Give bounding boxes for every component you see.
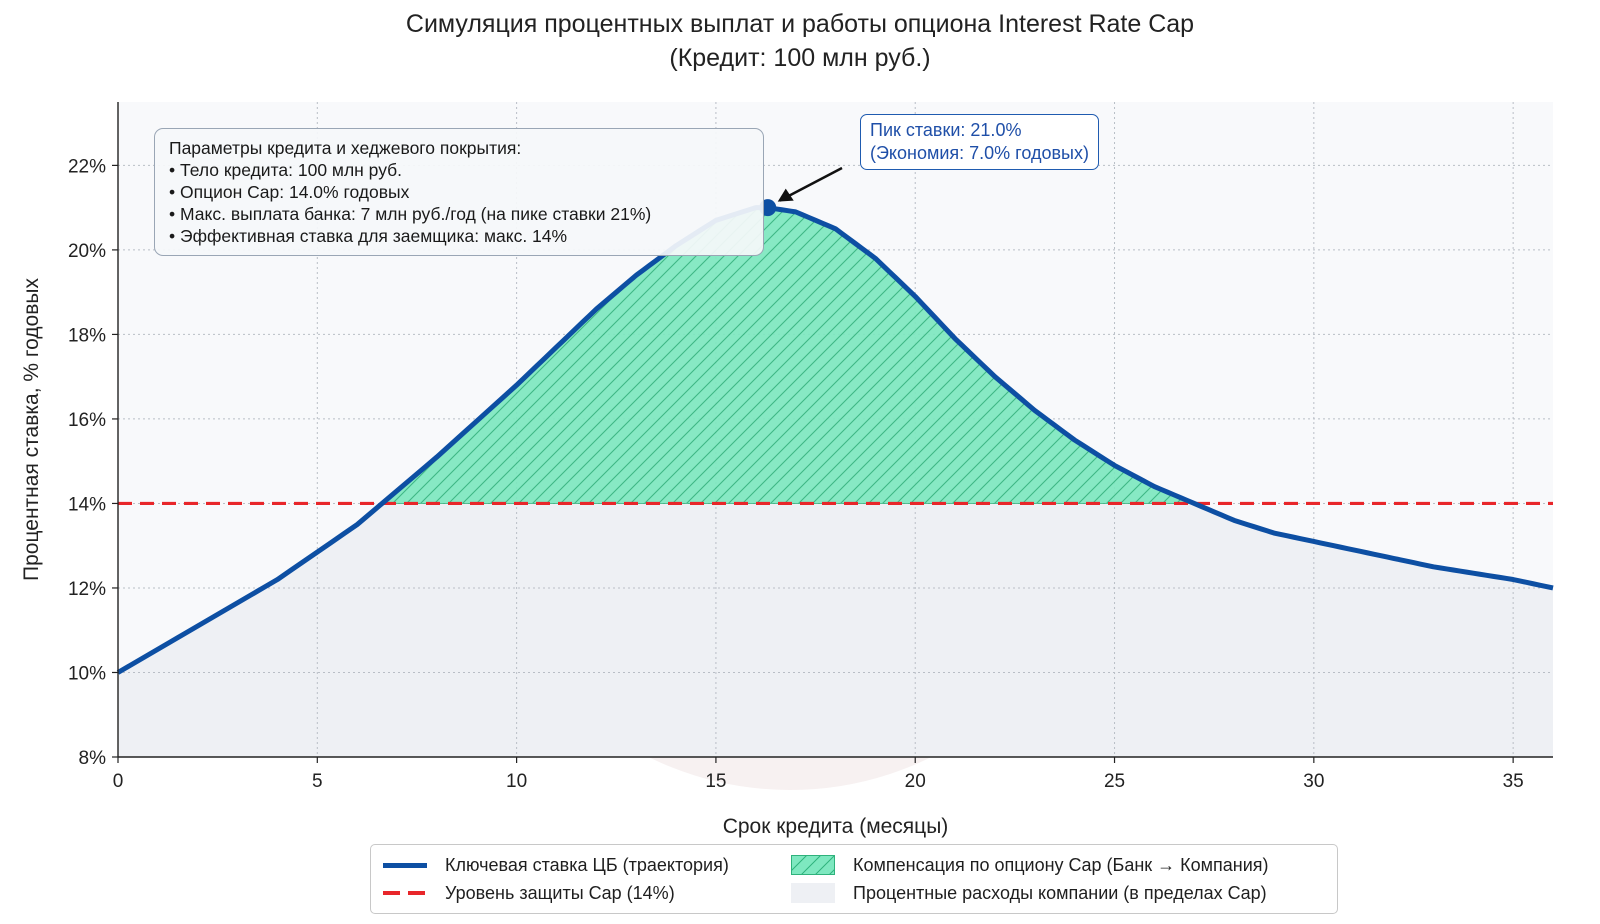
legend-item-compensation: Компенсация по опциону Cap (Банк → Компа… bbox=[790, 851, 1269, 879]
y-tick-label: 8% bbox=[79, 748, 107, 769]
peak-arrow-head bbox=[777, 188, 794, 202]
legend: Ключевая ставка ЦБ (траектория) Уровень … bbox=[370, 844, 1338, 914]
legend-swatch-cap-line bbox=[383, 883, 427, 903]
chart-title: Симуляция процентных выплат и работы опц… bbox=[405, 10, 1195, 38]
x-tick-label: 5 bbox=[312, 771, 323, 792]
y-tick-label: 18% bbox=[68, 325, 106, 346]
legend-swatch-rate-line bbox=[383, 855, 427, 875]
y-axis-label: Процентная ставка, % годовых bbox=[20, 278, 43, 581]
y-tick-label: 14% bbox=[68, 494, 106, 515]
x-tick-label: 25 bbox=[1104, 771, 1125, 792]
info-heading: Параметры кредита и хеджевого покрытия: bbox=[169, 138, 522, 158]
x-tick-label: 35 bbox=[1503, 771, 1524, 792]
info-item: • Опцион Cap: 14.0% годовых bbox=[169, 182, 410, 202]
info-item: • Макс. выплата банка: 7 млн руб./год (н… bbox=[169, 204, 652, 224]
expense-area bbox=[118, 503, 1553, 757]
legend-swatch-compensation bbox=[790, 854, 836, 876]
peak-arrow-line bbox=[779, 166, 843, 202]
peak-annotation-line2: (Экономия: 7.0% годовых) bbox=[870, 143, 1089, 163]
x-axis-label: Срок кредита (месяцы) bbox=[723, 815, 949, 838]
y-tick-label: 16% bbox=[68, 410, 106, 431]
legend-swatch-expenses bbox=[791, 883, 835, 903]
x-tick-label: 20 bbox=[905, 771, 926, 792]
legend-item-rate: Ключевая ставка ЦБ (траектория) bbox=[383, 851, 729, 879]
y-tick-label: 10% bbox=[68, 663, 106, 684]
y-tick-label: 22% bbox=[68, 156, 106, 177]
x-tick-label: 15 bbox=[705, 771, 726, 792]
x-tick-label: 0 bbox=[113, 771, 124, 792]
chart-subtitle: (Кредит: 100 млн руб.) bbox=[669, 44, 931, 72]
y-tick-label: 12% bbox=[68, 579, 106, 600]
info-item: • Тело кредита: 100 млн руб. bbox=[169, 160, 403, 180]
legend-item-cap: Уровень защиты Cap (14%) bbox=[383, 879, 675, 907]
legend-label-rate: Ключевая ставка ЦБ (траектория) bbox=[445, 854, 729, 875]
peak-annotation-line1: Пик ставки: 21.0% bbox=[870, 120, 1022, 140]
x-tick-label: 30 bbox=[1303, 771, 1324, 792]
info-item: • Эффективная ставка для заемщика: макс.… bbox=[169, 226, 568, 246]
y-tick-label: 20% bbox=[68, 241, 106, 262]
legend-item-expenses: Процентные расходы компании (в пределах … bbox=[791, 879, 1267, 907]
x-tick-label: 10 bbox=[506, 771, 527, 792]
legend-label-cap: Уровень защиты Cap (14%) bbox=[445, 882, 675, 903]
legend-label-expenses: Процентные расходы компании (в пределах … bbox=[853, 882, 1267, 903]
key-rate-line bbox=[116, 205, 1554, 675]
peak-annotation: Пик ставки: 21.0% (Экономия: 7.0% годовы… bbox=[860, 114, 1099, 170]
loan-parameters-box: Параметры кредита и хеджевого покрытия: … bbox=[154, 128, 764, 256]
legend-label-compensation: Компенсация по опциону Cap (Банк → Компа… bbox=[853, 854, 1269, 875]
